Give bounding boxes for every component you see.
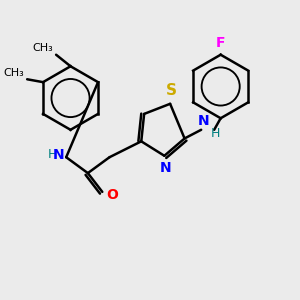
Text: CH₃: CH₃: [32, 43, 52, 53]
Text: N: N: [160, 161, 172, 175]
Text: CH₃: CH₃: [4, 68, 24, 78]
Text: N: N: [198, 114, 210, 128]
Text: S: S: [166, 83, 177, 98]
Text: F: F: [216, 36, 225, 50]
Text: N: N: [53, 148, 65, 162]
Text: H: H: [210, 127, 220, 140]
Text: O: O: [106, 188, 119, 202]
Text: H: H: [48, 148, 57, 161]
